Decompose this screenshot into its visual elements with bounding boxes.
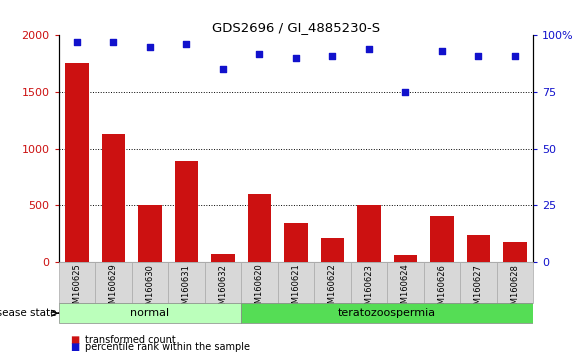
Text: ■: ■ <box>70 335 80 345</box>
Text: GSM160625: GSM160625 <box>72 264 81 314</box>
Bar <box>497 262 533 303</box>
Point <box>437 48 447 54</box>
Bar <box>350 262 387 303</box>
Text: disease state: disease state <box>0 308 57 318</box>
Bar <box>321 238 345 262</box>
Text: percentile rank within the sample: percentile rank within the sample <box>85 342 250 352</box>
Point <box>182 42 191 47</box>
Bar <box>247 194 271 262</box>
Bar <box>59 303 241 323</box>
Bar <box>205 262 241 303</box>
Bar <box>65 63 88 262</box>
Bar <box>132 262 168 303</box>
Bar <box>503 242 527 262</box>
Point <box>510 53 520 59</box>
Point <box>401 89 410 95</box>
Point <box>218 67 227 72</box>
Bar <box>138 205 162 262</box>
Text: GSM160621: GSM160621 <box>291 264 301 314</box>
Bar <box>211 254 235 262</box>
Text: GSM160622: GSM160622 <box>328 264 337 314</box>
Text: GSM160629: GSM160629 <box>109 264 118 314</box>
Point <box>291 55 301 61</box>
Point <box>145 44 155 50</box>
Text: normal: normal <box>130 308 169 318</box>
Bar <box>424 262 460 303</box>
Bar <box>314 262 350 303</box>
Text: GSM160626: GSM160626 <box>438 264 447 315</box>
Bar <box>101 134 125 262</box>
Bar <box>394 255 417 262</box>
Point <box>364 46 374 52</box>
Text: GSM160630: GSM160630 <box>145 264 154 315</box>
Bar <box>278 262 314 303</box>
Point <box>474 53 483 59</box>
Bar <box>430 216 454 262</box>
Text: GSM160628: GSM160628 <box>510 264 520 315</box>
Point <box>328 53 337 59</box>
Title: GDS2696 / GI_4885230-S: GDS2696 / GI_4885230-S <box>212 21 380 34</box>
Text: GSM160620: GSM160620 <box>255 264 264 314</box>
Bar <box>241 303 533 323</box>
Bar <box>460 262 497 303</box>
Text: GSM160624: GSM160624 <box>401 264 410 314</box>
Text: transformed count: transformed count <box>85 335 176 345</box>
Text: GSM160627: GSM160627 <box>474 264 483 315</box>
Bar <box>284 223 308 262</box>
Point <box>72 39 81 45</box>
Bar <box>175 161 198 262</box>
Bar <box>241 262 278 303</box>
Bar <box>466 234 490 262</box>
Bar <box>95 262 132 303</box>
Bar <box>357 205 381 262</box>
Bar <box>387 262 424 303</box>
Text: GSM160631: GSM160631 <box>182 264 191 315</box>
Point <box>255 51 264 56</box>
Text: teratozoospermia: teratozoospermia <box>338 308 436 318</box>
Text: GSM160623: GSM160623 <box>364 264 373 315</box>
Point <box>108 39 118 45</box>
Text: ■: ■ <box>70 342 80 352</box>
Text: GSM160632: GSM160632 <box>219 264 227 315</box>
Bar <box>168 262 205 303</box>
Bar <box>59 262 95 303</box>
